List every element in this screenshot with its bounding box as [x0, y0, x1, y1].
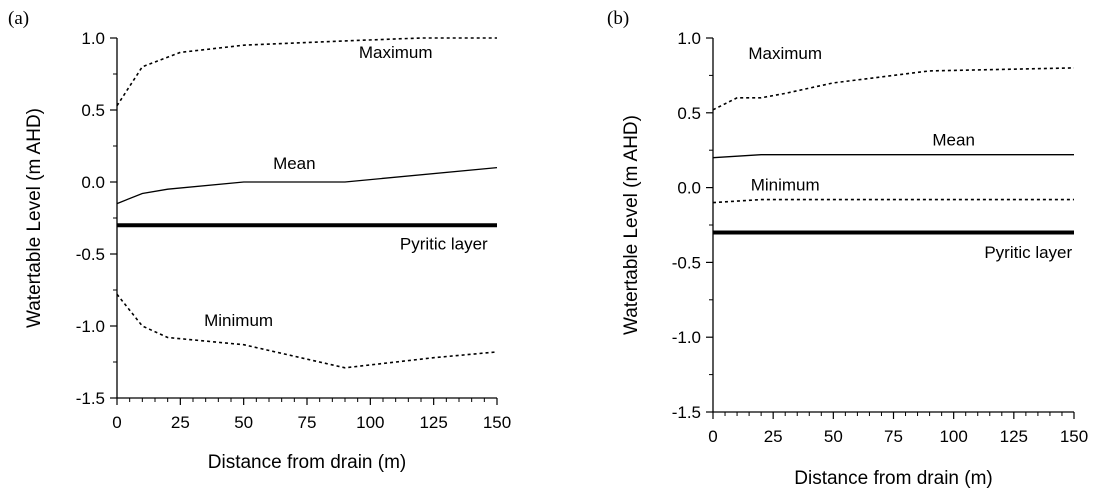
x-tick-label: 25: [764, 427, 783, 446]
series-line-maximum: [712, 67, 1075, 111]
x-tick-label: 50: [234, 413, 253, 432]
y-tick-label: 1.0: [81, 29, 105, 48]
y-axis-title: Watertable Level (m AHD): [621, 115, 642, 335]
chart-panel-a: (a) -1.5 -1.0 -0.5 0.0 0.5 1.0 0 25 50 75 100 125 150…: [8, 8, 511, 473]
x-tick-label: 75: [298, 413, 317, 432]
series-label-mean: Mean: [273, 154, 316, 173]
y-tick-label: 0.5: [677, 104, 701, 123]
x-tick-label: 100: [939, 427, 967, 446]
chart-panel-b: (b) -1.5 -1.0 -0.5 0.0 0.5 1.0 0 25 50 75 100 125 150…: [607, 8, 1088, 489]
y-tick-label: 1.0: [677, 29, 701, 48]
x-tick-label: 25: [171, 413, 190, 432]
series-label-mean: Mean: [932, 131, 975, 150]
series-line-minimum: [116, 293, 498, 369]
y-tick-label: -1.5: [672, 403, 701, 422]
y-tick-label: 0.5: [81, 101, 105, 120]
y-tick-label: -0.5: [76, 245, 105, 264]
panel-label: (b): [607, 8, 629, 29]
x-tick-label: 50: [824, 427, 843, 446]
y-axis-title: Watertable Level (m AHD): [24, 108, 45, 328]
pyritic-layer-label: Pyritic layer: [984, 243, 1072, 262]
series-label-minimum: Minimum: [751, 176, 820, 195]
panel-label: (a): [8, 8, 29, 29]
x-tick-label: 100: [356, 413, 384, 432]
series-line-mean: [712, 154, 1074, 159]
x-tick-label: 0: [708, 427, 717, 446]
y-tick-label: -1.0: [672, 328, 701, 347]
series-line-maximum: [116, 37, 497, 107]
pyritic-layer-label: Pyritic layer: [400, 235, 488, 254]
x-tick-label: 0: [112, 413, 121, 432]
series-label-maximum: Maximum: [748, 44, 822, 63]
x-tick-label: 125: [419, 413, 447, 432]
y-tick-label: 0.0: [677, 179, 701, 198]
y-tick-label: 0.0: [81, 173, 105, 192]
y-tick-label: -1.5: [76, 389, 105, 408]
series-label-maximum: Maximum: [359, 43, 433, 62]
x-tick-label: 150: [483, 413, 511, 432]
series-line-mean: [116, 166, 498, 205]
x-axis-title: Distance from drain (m): [208, 452, 407, 473]
y-tick-label: -0.5: [672, 253, 701, 272]
x-tick-label: 75: [884, 427, 903, 446]
x-tick-label: 125: [1000, 427, 1028, 446]
y-tick-label: -1.0: [76, 317, 105, 336]
series-line-minimum: [712, 198, 1074, 204]
x-axis-title: Distance from drain (m): [794, 468, 993, 489]
series-label-minimum: Minimum: [204, 311, 273, 330]
x-tick-label: 150: [1060, 427, 1088, 446]
